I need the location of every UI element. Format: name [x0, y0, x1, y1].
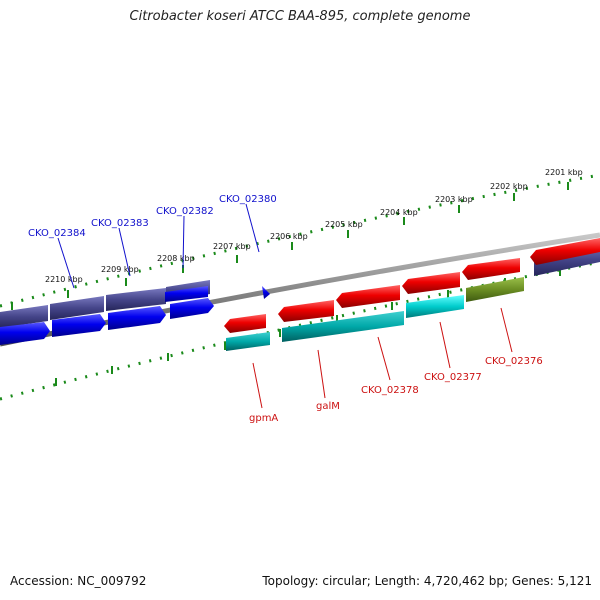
- scale-label: 2210 kbp: [45, 275, 83, 284]
- scale-label: 2207 kbp: [213, 242, 251, 251]
- scale-label: 2201 kbp: [545, 168, 583, 177]
- gene-label: CKO_02376: [485, 356, 543, 367]
- gene-label: CKO_02377: [424, 372, 482, 383]
- cds-arrow-reverse: [462, 258, 520, 280]
- gene-label: CKO_02383: [91, 218, 149, 229]
- gene-label: CKO_02382: [156, 206, 214, 217]
- reverse-cds-track: [224, 238, 600, 333]
- scale-label: 2205 kbp: [325, 220, 363, 229]
- gene-label: galM: [316, 401, 340, 412]
- gene-label: CKO_02384: [28, 228, 86, 239]
- gene-bar: [226, 332, 270, 351]
- major-ticks-lower: [55, 268, 561, 386]
- gene-bar: [466, 277, 524, 302]
- scale-label: 2208 kbp: [157, 254, 195, 263]
- cds-arrow-forward: [52, 314, 106, 337]
- forward-cds-track: [0, 286, 270, 345]
- scale-label: 2202 kbp: [490, 182, 528, 191]
- gene-label: gpmA: [249, 413, 278, 424]
- cds-arrow-reverse: [278, 300, 334, 322]
- gene-labels-top: CKO_02384 CKO_02383 CKO_02382 CKO_02380: [28, 194, 277, 239]
- cds-arrow-forward: [170, 298, 214, 319]
- cds-arrow-forward: [262, 286, 270, 299]
- gene-leaders-top: [57, 203, 260, 289]
- cds-arrow-forward: [0, 322, 50, 345]
- cds-arrow-reverse: [530, 238, 600, 265]
- genome-stats-label: Topology: circular; Length: 4,720,462 bp…: [262, 574, 592, 588]
- scale-label: 2204 kbp: [380, 208, 418, 217]
- map-title: Citrobacter koseri ATCC BAA-895, complet…: [129, 9, 471, 24]
- cds-arrow-forward: [108, 306, 166, 330]
- gene-labels-bottom: gpmA galM CKO_02378 CKO_02377 CKO_02376: [249, 356, 543, 424]
- gene-bar: [406, 295, 464, 318]
- gene-bar: [50, 296, 104, 320]
- scale-track-upper: [0, 173, 600, 308]
- cds-arrow-reverse: [224, 314, 266, 333]
- scale-label: 2206 kbp: [270, 232, 308, 241]
- accession-label: Accession: NC_009792: [10, 574, 147, 588]
- cds-arrow-reverse: [402, 272, 460, 294]
- gene-bar: [106, 288, 166, 311]
- scale-label: 2203 kbp: [435, 195, 473, 204]
- cds-arrow-reverse: [336, 285, 400, 308]
- gene-leaders-bottom: [252, 307, 513, 409]
- gene-bar: [0, 305, 48, 328]
- cds-arrow-forward: [165, 286, 208, 302]
- reverse-gene-track: [226, 277, 524, 351]
- scale-label: 2209 kbp: [101, 265, 139, 274]
- gene-bar: [282, 311, 404, 342]
- gene-label: CKO_02378: [361, 385, 419, 396]
- scale-labels: 2201 kbp 2202 kbp 2203 kbp 2204 kbp 2205…: [45, 168, 583, 284]
- gene-label: CKO_02380: [219, 194, 277, 205]
